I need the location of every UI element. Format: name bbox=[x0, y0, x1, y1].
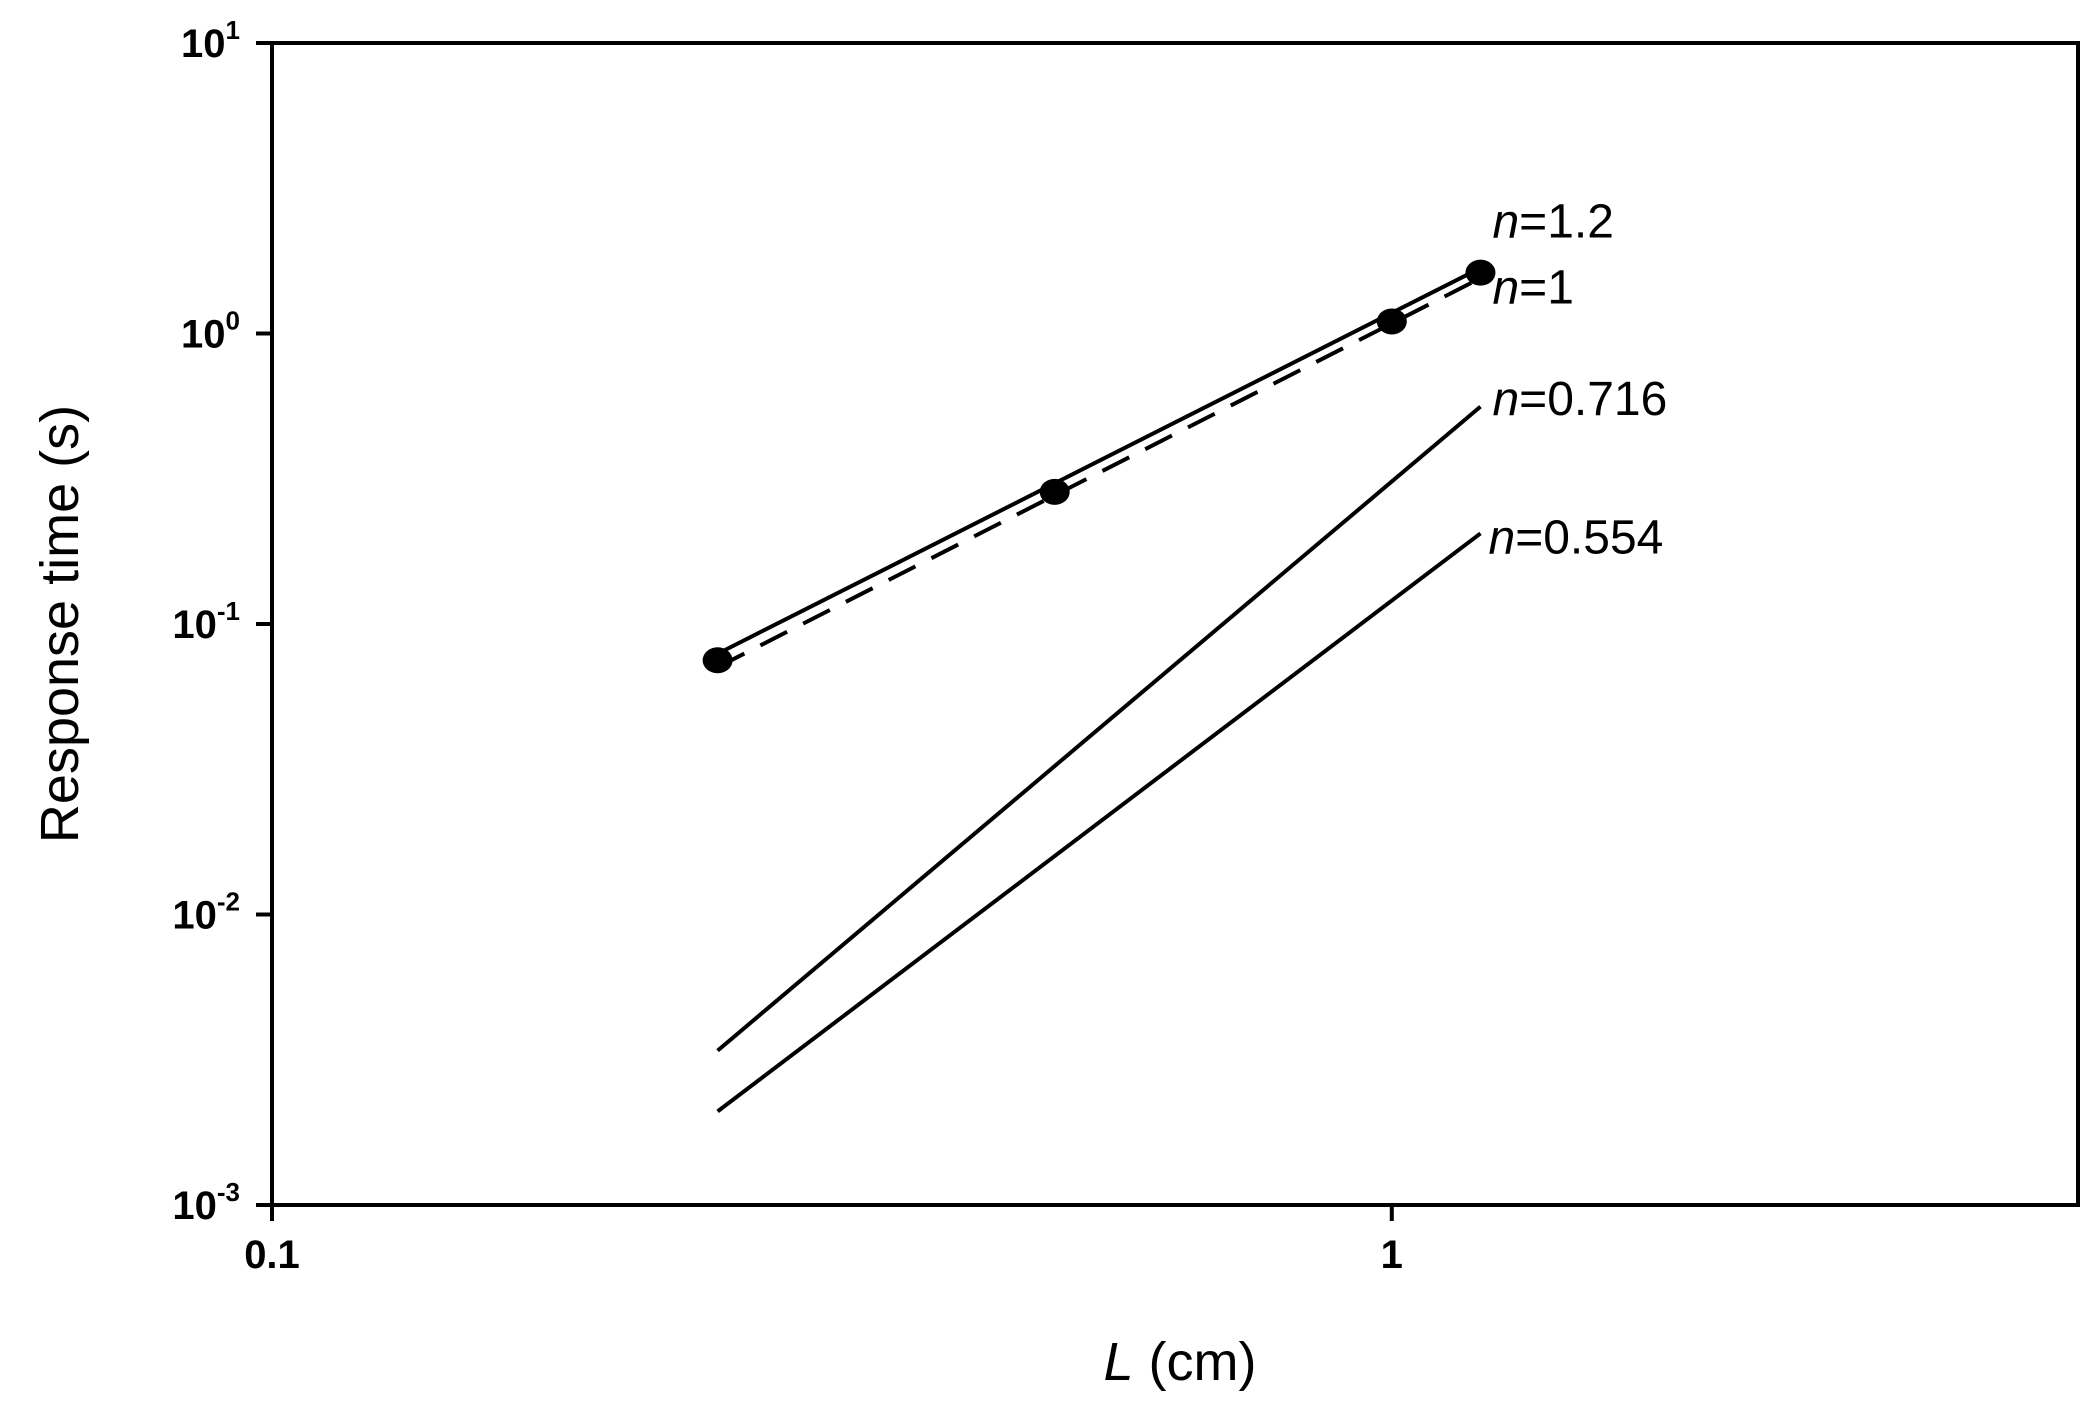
plot-frame bbox=[270, 41, 2080, 1207]
annotation-label: n=1 bbox=[1492, 262, 1573, 315]
annotation-label: n=0.554 bbox=[1489, 512, 1664, 565]
data-point bbox=[1465, 259, 1496, 286]
y-tick-label: 100 bbox=[181, 306, 240, 357]
series-group bbox=[716, 266, 1482, 1113]
series-line-3 bbox=[716, 405, 1482, 1053]
x-tick-label: 1 bbox=[1381, 1233, 1403, 1277]
y-tick-label: 10-2 bbox=[172, 887, 240, 938]
y-tick-label: 10-3 bbox=[172, 1177, 240, 1228]
annotations: n=1.2 n=1 n=0.716 n=0.554 bbox=[1489, 195, 1668, 564]
series-line-4 bbox=[716, 531, 1482, 1113]
y-axis-title: Response time (s) bbox=[30, 405, 90, 843]
series-line-2 bbox=[716, 276, 1482, 669]
data-point bbox=[702, 647, 733, 674]
data-point bbox=[1039, 478, 1070, 505]
axes: 0.1 1 10-3 10-2 10-1 100 101 bbox=[172, 15, 2080, 1277]
annotation-label: n=0.716 bbox=[1492, 373, 1667, 426]
marker-group bbox=[702, 259, 1496, 674]
y-tick-label: 101 bbox=[181, 15, 240, 66]
data-point bbox=[1376, 308, 1407, 335]
x-tick-label: 0.1 bbox=[244, 1233, 300, 1277]
y-tick-label: 10-1 bbox=[172, 596, 240, 647]
series-line-1 bbox=[716, 266, 1482, 656]
annotation-label: n=1.2 bbox=[1492, 195, 1613, 248]
x-axis-title: L (cm) bbox=[1104, 1332, 1257, 1392]
